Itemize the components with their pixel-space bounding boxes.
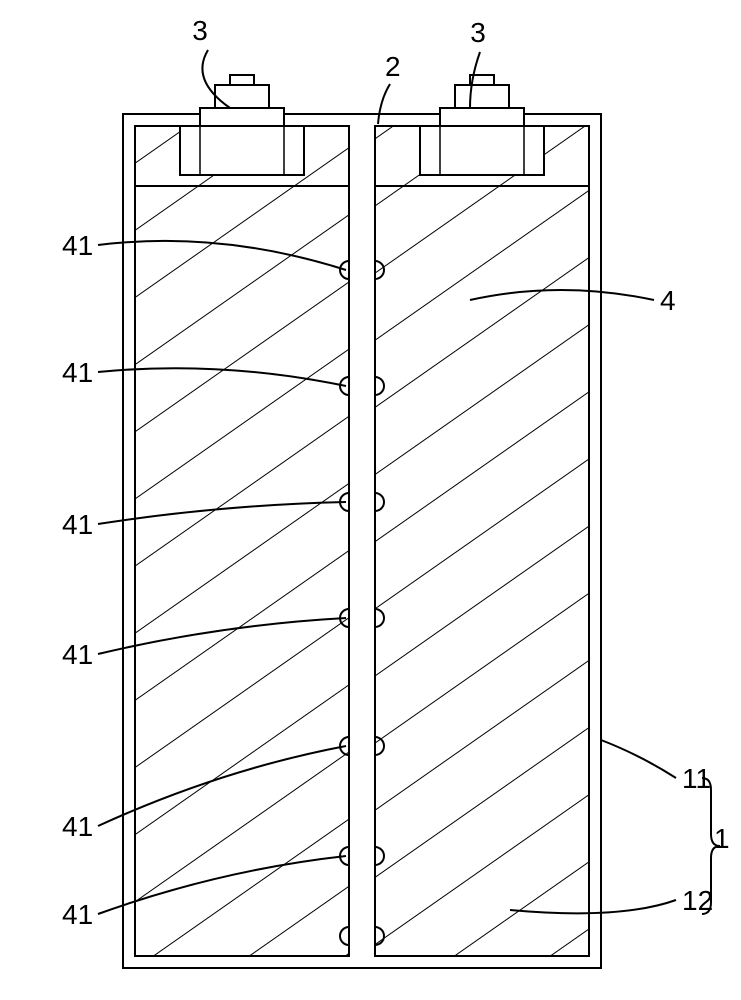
callout-label: 41 bbox=[62, 509, 93, 540]
callout-label: 41 bbox=[62, 230, 93, 261]
callout-label: 12 bbox=[682, 885, 713, 916]
callout-label: 3 bbox=[192, 15, 208, 46]
callout-label: 1 bbox=[714, 823, 730, 854]
callout-label: 11 bbox=[682, 763, 711, 794]
callout-label: 4 bbox=[660, 285, 676, 316]
callout-label: 41 bbox=[62, 811, 93, 842]
callout-label: 3 bbox=[470, 17, 486, 48]
cap-right bbox=[420, 126, 544, 175]
cap-left bbox=[180, 126, 304, 175]
diagram-svg: 323414414141414111112 bbox=[0, 0, 741, 1000]
callout-label: 2 bbox=[385, 51, 401, 82]
inner-cell-left bbox=[135, 126, 349, 956]
callout-label: 41 bbox=[62, 357, 93, 388]
inner-cell-right bbox=[375, 126, 589, 956]
lead-line bbox=[378, 84, 390, 124]
lead-line bbox=[601, 740, 676, 778]
callout-label: 41 bbox=[62, 639, 93, 670]
figure-container: 323414414141414111112 bbox=[0, 0, 741, 1000]
callout-label: 41 bbox=[62, 899, 93, 930]
